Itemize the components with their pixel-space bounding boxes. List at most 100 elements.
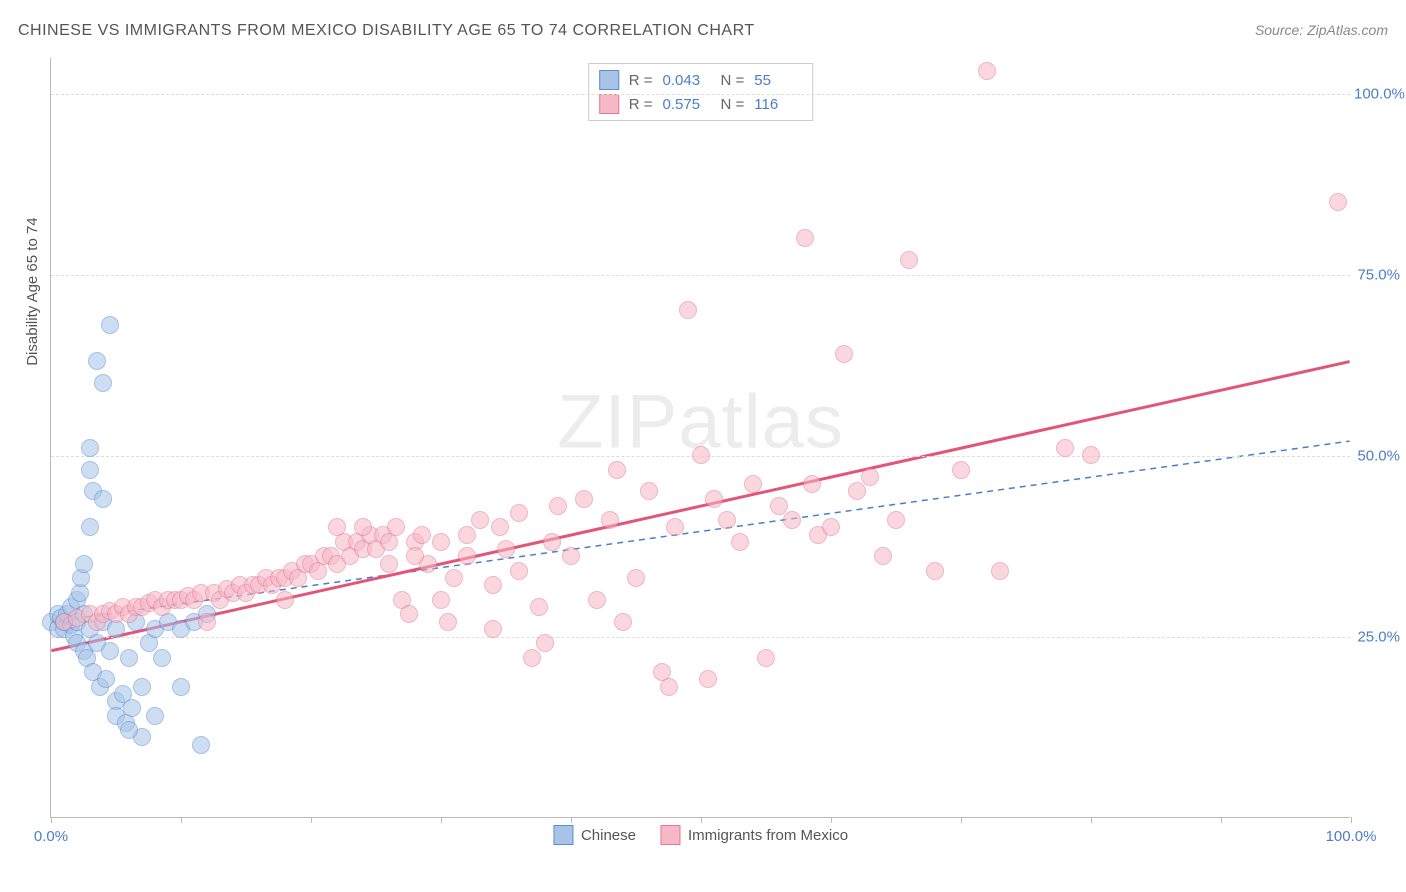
- point-mexico: [666, 518, 684, 536]
- point-mexico: [861, 468, 879, 486]
- point-mexico: [549, 497, 567, 515]
- r-value-chinese: 0.043: [663, 72, 711, 89]
- legend-label-chinese: Chinese: [581, 827, 636, 844]
- r-value-mexico: 0.575: [663, 96, 711, 113]
- point-mexico: [198, 613, 216, 631]
- point-mexico: [484, 620, 502, 638]
- n-label: N =: [721, 96, 745, 113]
- x-tick: [1091, 817, 1092, 823]
- x-tick: [311, 817, 312, 823]
- swatch-chinese: [599, 70, 619, 90]
- point-mexico: [354, 518, 372, 536]
- point-mexico: [731, 533, 749, 551]
- point-mexico: [1056, 439, 1074, 457]
- point-mexico: [588, 591, 606, 609]
- point-chinese: [120, 721, 138, 739]
- point-mexico: [380, 555, 398, 573]
- y-tick-label: 100.0%: [1354, 86, 1400, 103]
- point-mexico: [835, 345, 853, 363]
- point-mexico: [744, 475, 762, 493]
- point-mexico: [679, 301, 697, 319]
- x-tick: [961, 817, 962, 823]
- point-chinese: [97, 670, 115, 688]
- point-mexico: [491, 518, 509, 536]
- y-tick-label: 75.0%: [1354, 267, 1400, 284]
- point-mexico: [458, 547, 476, 565]
- stats-legend: R = 0.043 N = 55 R = 0.575 N = 116: [588, 63, 814, 121]
- correlation-chart: CHINESE VS IMMIGRANTS FROM MEXICO DISABI…: [0, 0, 1406, 892]
- point-mexico: [400, 605, 418, 623]
- y-tick-label: 50.0%: [1354, 448, 1400, 465]
- point-mexico: [608, 461, 626, 479]
- point-mexico: [562, 547, 580, 565]
- legend-item-chinese: Chinese: [553, 825, 636, 845]
- gridline: [51, 637, 1350, 638]
- point-chinese: [172, 678, 190, 696]
- series-legend: Chinese Immigrants from Mexico: [553, 825, 848, 845]
- point-mexico: [926, 562, 944, 580]
- point-chinese: [101, 642, 119, 660]
- x-tick-label: 100.0%: [1326, 828, 1377, 845]
- point-mexico: [770, 497, 788, 515]
- gridline: [51, 275, 1350, 276]
- x-tick: [1351, 817, 1352, 823]
- x-tick: [1221, 817, 1222, 823]
- r-label: R =: [629, 72, 653, 89]
- legend-item-mexico: Immigrants from Mexico: [660, 825, 848, 845]
- point-mexico: [848, 482, 866, 500]
- point-chinese: [81, 518, 99, 536]
- point-mexico: [640, 482, 658, 500]
- chart-title: CHINESE VS IMMIGRANTS FROM MEXICO DISABI…: [18, 22, 755, 40]
- point-mexico: [601, 511, 619, 529]
- point-chinese: [146, 707, 164, 725]
- point-mexico: [627, 569, 645, 587]
- point-mexico: [575, 490, 593, 508]
- stats-row-mexico: R = 0.575 N = 116: [599, 92, 803, 116]
- x-tick: [701, 817, 702, 823]
- point-chinese: [133, 678, 151, 696]
- point-mexico: [614, 613, 632, 631]
- point-mexico: [432, 533, 450, 551]
- point-mexico: [952, 461, 970, 479]
- point-mexico: [660, 678, 678, 696]
- point-mexico: [822, 518, 840, 536]
- point-mexico: [276, 591, 294, 609]
- point-mexico: [439, 613, 457, 631]
- point-mexico: [718, 511, 736, 529]
- stats-row-chinese: R = 0.043 N = 55: [599, 68, 803, 92]
- point-mexico: [471, 511, 489, 529]
- point-mexico: [757, 649, 775, 667]
- point-mexico: [328, 518, 346, 536]
- swatch-chinese: [553, 825, 573, 845]
- source-attribution: Source: ZipAtlas.com: [1255, 22, 1388, 38]
- point-mexico: [387, 518, 405, 536]
- point-mexico: [783, 511, 801, 529]
- point-chinese: [94, 374, 112, 392]
- legend-label-mexico: Immigrants from Mexico: [688, 827, 848, 844]
- point-mexico: [1082, 446, 1100, 464]
- plot-area: ZIPatlas R = 0.043 N = 55 R = 0.575 N = …: [50, 58, 1350, 818]
- point-mexico: [978, 62, 996, 80]
- point-mexico: [458, 526, 476, 544]
- point-chinese: [192, 736, 210, 754]
- point-mexico: [900, 251, 918, 269]
- x-tick: [51, 817, 52, 823]
- point-chinese: [120, 649, 138, 667]
- point-mexico: [887, 511, 905, 529]
- point-mexico: [523, 649, 541, 667]
- point-mexico: [991, 562, 1009, 580]
- point-chinese: [153, 649, 171, 667]
- point-mexico: [510, 562, 528, 580]
- point-chinese: [81, 439, 99, 457]
- n-label: N =: [721, 72, 745, 89]
- r-label: R =: [629, 96, 653, 113]
- point-chinese: [81, 461, 99, 479]
- point-mexico: [413, 526, 431, 544]
- point-mexico: [796, 229, 814, 247]
- point-mexico: [530, 598, 548, 616]
- x-tick: [441, 817, 442, 823]
- point-mexico: [874, 547, 892, 565]
- point-mexico: [543, 533, 561, 551]
- point-chinese: [88, 352, 106, 370]
- point-mexico: [484, 576, 502, 594]
